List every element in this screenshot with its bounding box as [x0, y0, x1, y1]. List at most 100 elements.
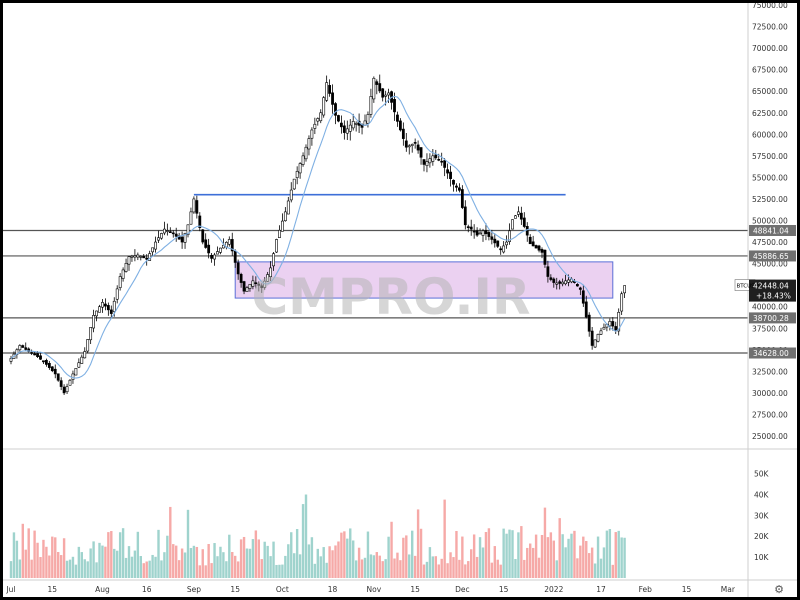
candle	[505, 235, 509, 249]
volume-bar	[254, 530, 258, 578]
volume-bar	[384, 559, 387, 578]
candle-body	[183, 233, 187, 243]
volume-bar	[74, 564, 78, 578]
candle	[525, 222, 529, 242]
volume-bar	[180, 548, 184, 578]
volume-bar	[316, 548, 319, 578]
volume-bar	[166, 535, 169, 578]
volume-bar	[428, 547, 432, 578]
candle	[443, 158, 447, 177]
candle-body	[396, 114, 399, 122]
candle	[440, 152, 444, 166]
volume-bar	[295, 529, 299, 578]
candle	[130, 254, 134, 262]
candle	[407, 144, 411, 155]
volume-bars	[9, 494, 626, 578]
volume-bar	[582, 536, 585, 578]
candlestick-chart[interactable]: CMPRO.IR 75000.00 72500.00 70000.00 67500.0…	[3, 3, 797, 597]
candle-body	[401, 128, 405, 139]
volume-bar	[195, 546, 199, 578]
x-tick-label: Dec	[455, 585, 470, 594]
candle	[139, 255, 143, 261]
candle-body	[413, 142, 417, 144]
level-label-2: 38700.28	[753, 314, 789, 323]
candle-body	[410, 144, 414, 146]
volume-bar	[86, 561, 89, 578]
candle	[487, 230, 491, 241]
candle-body	[33, 353, 37, 356]
volume-bar	[408, 554, 411, 578]
y-tick-label: 72500.00	[752, 23, 788, 32]
candle-body	[555, 282, 559, 285]
volume-bar	[381, 561, 384, 578]
candle-body	[168, 231, 172, 233]
volume-bar	[204, 565, 207, 578]
candle-body	[558, 281, 562, 284]
watermark: CMPRO.IR	[251, 268, 530, 326]
volume-bar	[222, 552, 225, 578]
level-label-3: 34628.00	[753, 349, 789, 358]
gear-icon[interactable]: ⚙	[774, 583, 784, 596]
candle-body	[475, 230, 479, 236]
candle	[419, 147, 423, 165]
x-tick-label: Oct	[276, 585, 289, 594]
candle-body	[207, 244, 211, 254]
x-tick-label: 15	[499, 585, 509, 594]
candle-body	[201, 229, 205, 243]
candle-body	[266, 274, 270, 282]
level-label-1: 45886.65	[753, 252, 789, 261]
volume-bar	[334, 545, 337, 578]
candle	[192, 196, 196, 214]
candle-body	[446, 169, 450, 174]
volume-bar	[201, 549, 204, 578]
candle	[275, 238, 278, 254]
candle	[53, 364, 57, 379]
level-label-bg-3	[749, 347, 796, 359]
volume-tick-label: 50K	[754, 469, 770, 478]
candle-body	[316, 118, 320, 122]
x-tick-label: Jul	[5, 585, 15, 594]
candle-body	[44, 359, 48, 365]
candle	[540, 247, 544, 259]
candle	[372, 76, 376, 103]
volume-bar	[12, 532, 16, 578]
candle	[522, 212, 526, 229]
candle-body	[505, 241, 509, 246]
candle-body	[599, 330, 603, 335]
candle	[446, 163, 450, 179]
volume-bar	[30, 559, 33, 578]
candle	[198, 212, 202, 232]
volume-bar	[443, 499, 446, 578]
volume-bar	[121, 528, 125, 578]
volume-bar	[375, 552, 378, 578]
volume-bar	[284, 555, 287, 578]
candle	[511, 219, 514, 230]
volume-bar	[484, 531, 488, 578]
candle	[584, 295, 588, 319]
candle-body	[434, 154, 438, 159]
volume-bar	[387, 536, 390, 578]
candle-body	[227, 239, 231, 245]
candle	[227, 236, 231, 247]
volume-bar	[231, 552, 234, 578]
candle-body	[384, 94, 388, 97]
candle-body	[47, 362, 51, 368]
volume-bar	[101, 545, 104, 578]
candle	[410, 143, 414, 153]
level-layer	[3, 193, 748, 354]
volume-bar	[95, 562, 98, 578]
candle	[21, 344, 25, 348]
x-tick-label: Aug	[95, 585, 110, 594]
candle-body	[440, 160, 444, 163]
candle	[620, 291, 624, 315]
candle-body	[98, 306, 101, 313]
candle	[334, 102, 337, 125]
candle-body	[407, 145, 411, 148]
volume-bar	[275, 564, 278, 578]
volume-bar	[51, 536, 54, 578]
candle	[390, 90, 393, 110]
candle-body	[567, 279, 570, 283]
volume-bar	[546, 537, 550, 578]
volume-bar	[290, 532, 293, 578]
y-tick-label: 57500.00	[752, 152, 788, 161]
